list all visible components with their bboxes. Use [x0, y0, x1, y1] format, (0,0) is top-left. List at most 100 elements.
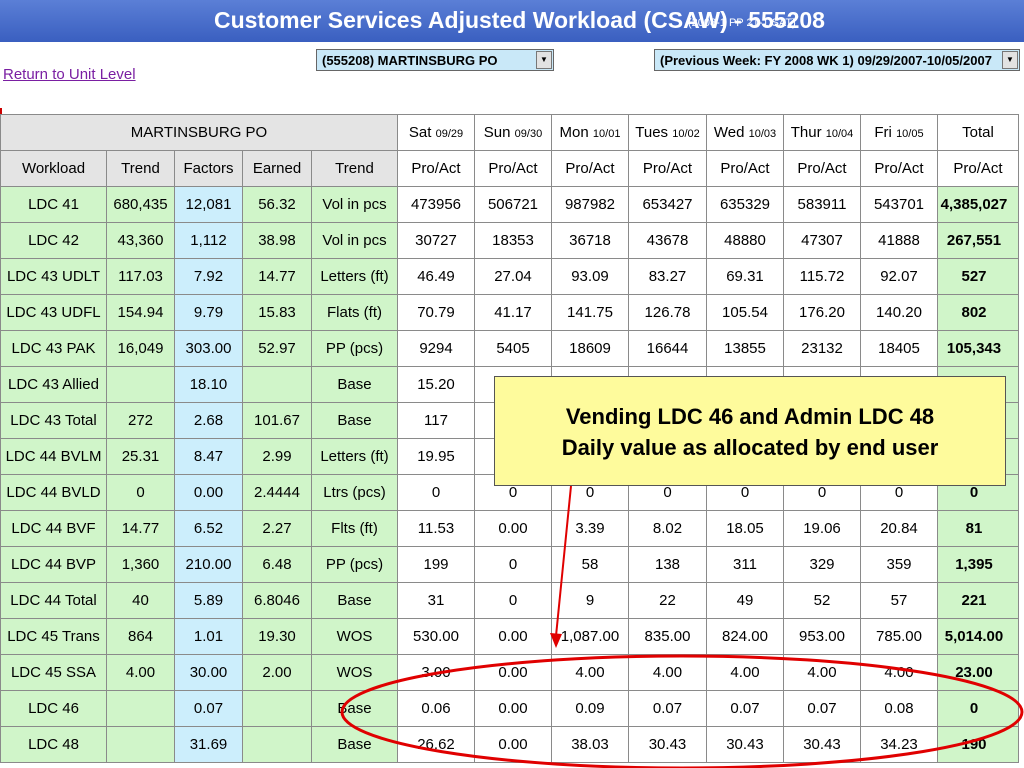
trend-unit-cell: Base	[311, 690, 398, 727]
trend-unit-cell: Letters (ft)	[311, 258, 398, 295]
workload-cell: LDC 44 Total	[0, 582, 107, 619]
table-row: LDC 42 43,360 1,112 38.98 Vol in pcs 30727 183…	[0, 222, 1019, 259]
total-cell: 5,014.00	[937, 618, 1019, 655]
earned-cell: 101.67	[242, 402, 312, 439]
day-value-cell: 0	[474, 474, 552, 511]
table-row: LDC 44 BVP 1,360 210.00 6.48 PP (pcs) 199 0 58 1…	[0, 546, 1019, 583]
page-title: Customer Services Adjusted Workload (CSA…	[214, 7, 825, 33]
total-cell: 190	[937, 726, 1019, 763]
trend-unit-cell: Base	[311, 402, 398, 439]
workload-cell: LDC 42	[0, 222, 107, 259]
column-header: Workload	[0, 150, 107, 187]
day-value-cell: 11.53	[397, 510, 475, 547]
day-value-cell: 543701	[860, 186, 938, 223]
trend-unit-cell: Vol in pcs	[311, 222, 398, 259]
dropdown-arrow-icon[interactable]: ▼	[536, 51, 552, 69]
day-value-cell: 23132	[783, 330, 861, 367]
day-value-cell: 70.79	[397, 294, 475, 331]
factors-cell: 31.69	[174, 726, 243, 763]
day-value-cell: 30.43	[628, 726, 707, 763]
factors-cell: 6.52	[174, 510, 243, 547]
total-cell: 802	[937, 294, 1019, 331]
day-value-cell: 199	[397, 546, 475, 583]
table-row: LDC 43 PAK 16,049 303.00 52.97 PP (pcs) 9294 5…	[0, 330, 1019, 367]
workload-cell: LDC 44 BVLM	[0, 438, 107, 475]
day-value-cell: 4.00	[551, 654, 629, 691]
week-select-value: (Previous Week: FY 2008 WK 1) 09/29/2007…	[660, 53, 992, 68]
day-value-cell: 115.72	[783, 258, 861, 295]
day-value-cell: 3.00	[397, 654, 475, 691]
title-banner: Customer Services Adjusted Workload (CSA…	[0, 0, 1024, 42]
table-row: LDC 44 BVF 14.77 6.52 2.27 Flts (ft) 11.53 0.0…	[0, 510, 1019, 547]
trend-cell: 0	[106, 474, 175, 511]
day-value-cell: 0.07	[706, 690, 784, 727]
day-value-cell: 141.75	[551, 294, 629, 331]
day-value-cell: 16644	[628, 330, 707, 367]
workload-cell: LDC 44 BVLD	[0, 474, 107, 511]
day-value-cell: 20.84	[860, 510, 938, 547]
day-value-cell: 27.04	[474, 258, 552, 295]
day-value-cell: 58	[551, 546, 629, 583]
toolbar: Return to Unit Level (555208) MARTINSBUR…	[0, 42, 1024, 114]
dropdown-arrow-icon[interactable]: ▼	[1002, 51, 1018, 69]
column-header: Pro/Act	[706, 150, 784, 187]
trend-cell: 25.31	[106, 438, 175, 475]
trend-unit-cell: Flts (ft)	[311, 510, 398, 547]
workload-cell: LDC 45 SSA	[0, 654, 107, 691]
trend-cell: 40	[106, 582, 175, 619]
factors-cell: 12,081	[174, 186, 243, 223]
total-header: Total	[937, 114, 1019, 151]
workload-cell: LDC 48	[0, 726, 107, 763]
day-value-cell: 4.00	[628, 654, 707, 691]
trend-cell: 272	[106, 402, 175, 439]
trend-cell: 16,049	[106, 330, 175, 367]
return-to-unit-link[interactable]: Return to Unit Level	[3, 66, 136, 83]
day-value-cell: 41888	[860, 222, 938, 259]
trend-unit-cell: WOS	[311, 654, 398, 691]
day-value-cell: 4.00	[860, 654, 938, 691]
day-value-cell: 18353	[474, 222, 552, 259]
day-value-cell: 176.20	[783, 294, 861, 331]
day-value-cell: 8.02	[628, 510, 707, 547]
factors-cell: 2.68	[174, 402, 243, 439]
day-value-cell: 1,087.00	[551, 618, 629, 655]
earned-cell: 14.77	[242, 258, 312, 295]
day-value-cell: 83.27	[628, 258, 707, 295]
total-cell: 1,395	[937, 546, 1019, 583]
workload-cell: LDC 43 Allied	[0, 366, 107, 403]
day-value-cell: 48880	[706, 222, 784, 259]
day-value-cell: 0	[397, 474, 475, 511]
table-row: LDC 45 Trans 864 1.01 19.30 WOS 530.00 0.00 1,0…	[0, 618, 1019, 655]
day-value-cell: 138	[628, 546, 707, 583]
total-cell: 221	[937, 582, 1019, 619]
day-value-cell: 311	[706, 546, 784, 583]
trend-cell: 154.94	[106, 294, 175, 331]
unit-select[interactable]: (555208) MARTINSBURG PO ▼	[316, 49, 554, 71]
trend-cell	[106, 726, 175, 763]
earned-cell	[242, 690, 312, 727]
week-select[interactable]: (Previous Week: FY 2008 WK 1) 09/29/2007…	[654, 49, 1020, 71]
factors-cell: 18.10	[174, 366, 243, 403]
trend-unit-cell: Base	[311, 582, 398, 619]
column-header: Earned	[242, 150, 312, 187]
day-value-cell: 0.00	[474, 690, 552, 727]
total-cell: 527	[937, 258, 1019, 295]
day-value-cell: 329	[783, 546, 861, 583]
trend-cell: 864	[106, 618, 175, 655]
table-row: LDC 45 SSA 4.00 30.00 2.00 WOS 3.00 0.00 4.00 4.…	[0, 654, 1019, 691]
table-row: LDC 43 UDLT 117.03 7.92 14.77 Letters (ft) 46…	[0, 258, 1019, 295]
day-value-cell: 0.00	[474, 618, 552, 655]
day-value-cell: 359	[860, 546, 938, 583]
day-value-cell: 57	[860, 582, 938, 619]
trend-cell: 14.77	[106, 510, 175, 547]
factors-cell: 9.79	[174, 294, 243, 331]
day-value-cell: 506721	[474, 186, 552, 223]
trend-unit-cell: Base	[311, 726, 398, 763]
total-cell: 105,343	[937, 330, 1019, 367]
day-value-cell: 0.08	[860, 690, 938, 727]
day-value-cell: 9294	[397, 330, 475, 367]
trend-unit-cell: Flats (ft)	[311, 294, 398, 331]
day-value-cell: 0	[474, 582, 552, 619]
factors-cell: 1,112	[174, 222, 243, 259]
day-value-cell: 52	[783, 582, 861, 619]
